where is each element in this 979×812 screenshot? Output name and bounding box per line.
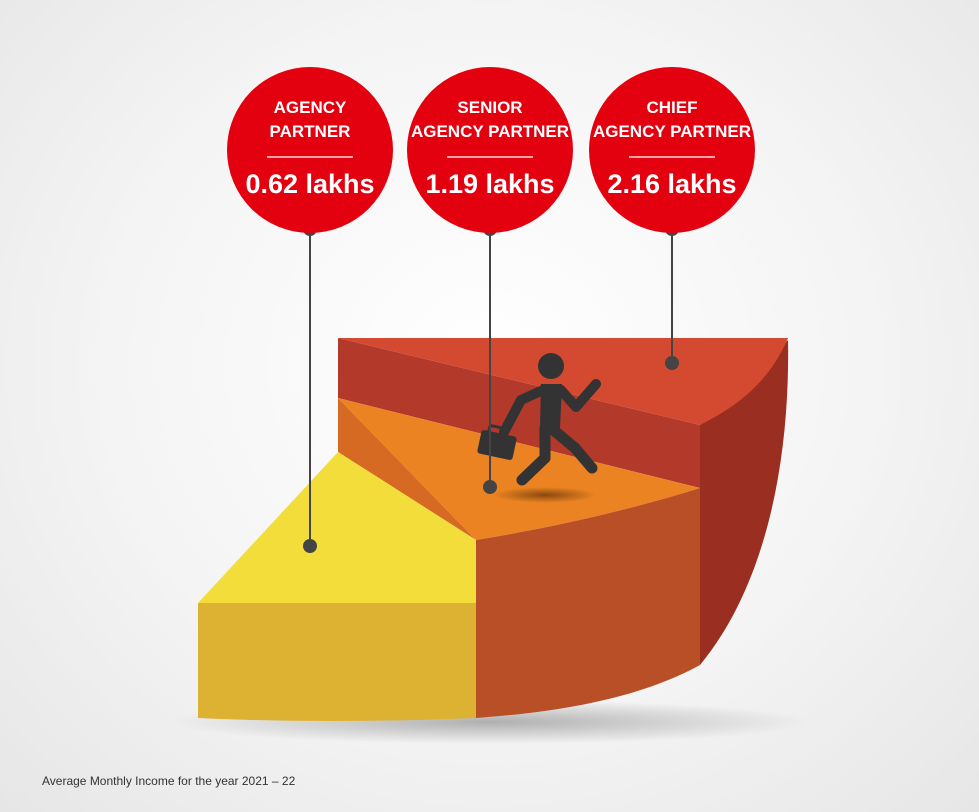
badge-value: 1.19 lakhs xyxy=(425,169,554,199)
badge-title-line-2: AGENCY PARTNER xyxy=(411,122,569,141)
connector-end-dot xyxy=(665,356,679,370)
step2-top-face xyxy=(338,398,700,540)
badge-title-line-1: CHIEF xyxy=(647,98,698,117)
badge-title-line-1: SENIOR xyxy=(457,98,522,117)
badge-title-line-2: PARTNER xyxy=(270,122,351,141)
badge-circle xyxy=(589,67,755,233)
step1-top-face xyxy=(198,452,476,603)
connector-end-dot xyxy=(303,539,317,553)
step2-front-face xyxy=(476,488,700,718)
running-businessman-icon xyxy=(477,353,601,486)
badge-value: 2.16 lakhs xyxy=(607,169,736,199)
badge-senior-agency-partner: SENIOR AGENCY PARTNER 1.19 lakhs xyxy=(407,67,573,233)
badge-title-line-2: AGENCY PARTNER xyxy=(593,122,751,141)
footnote: Average Monthly Income for the year 2021… xyxy=(42,774,296,788)
badge-chief-agency-partner: CHIEF AGENCY PARTNER 2.16 lakhs xyxy=(589,67,755,233)
step-agency-partner xyxy=(198,452,476,721)
figure-shadow xyxy=(493,487,597,503)
badge-circle xyxy=(227,67,393,233)
step3-front-face xyxy=(700,340,789,665)
connector-end-dot xyxy=(483,480,497,494)
badge-title-line-1: AGENCY xyxy=(274,98,347,117)
step1-front-face xyxy=(198,603,476,721)
badge-agency-partner: AGENCY PARTNER 0.62 lakhs xyxy=(227,67,393,233)
step-senior-agency-partner xyxy=(338,398,700,718)
badge-value: 0.62 lakhs xyxy=(245,169,374,199)
badge-circle xyxy=(407,67,573,233)
